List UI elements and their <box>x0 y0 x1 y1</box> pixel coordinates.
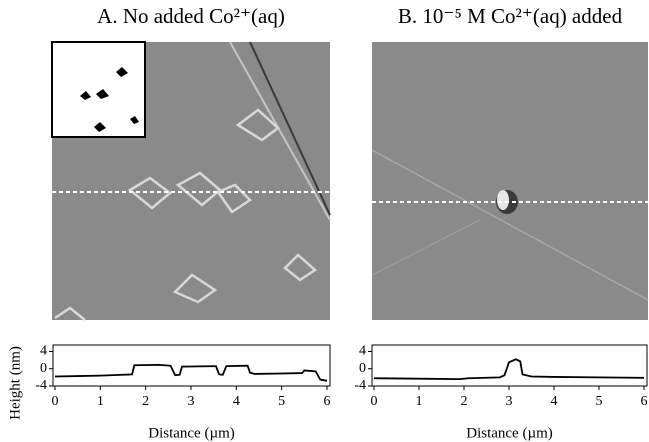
afm-image-b <box>371 42 649 320</box>
x-axis-label: Distance (µm) <box>466 425 553 441</box>
x-tick-label: 4 <box>551 394 558 409</box>
x-axis-label: Distance (µm) <box>148 425 235 441</box>
x-tick-label: 0 <box>371 394 378 409</box>
panel-title: A. No added Co²⁺(aq) <box>97 4 285 28</box>
plot-frame <box>52 344 331 387</box>
y-tick-label: 0 <box>40 361 47 376</box>
y-tick-label: -4 <box>35 378 47 393</box>
x-tick-label: 5 <box>596 394 603 409</box>
x-tick-label: 2 <box>142 394 149 409</box>
x-tick-label: 6 <box>324 394 331 409</box>
x-tick-label: 6 <box>641 394 648 409</box>
y-tick-label: -4 <box>354 378 366 393</box>
profile-line <box>54 363 328 382</box>
x-tick-label: 1 <box>416 394 423 409</box>
x-tick-label: 5 <box>278 394 285 409</box>
panel-title: B. 10⁻⁵ M Co²⁺(aq) added <box>398 4 623 28</box>
x-tick-label: 4 <box>233 394 240 409</box>
y-tick-label: 4 <box>40 344 47 359</box>
x-tick-label: 3 <box>506 394 513 409</box>
profile-line <box>373 358 645 380</box>
x-tick-label: 2 <box>461 394 468 409</box>
x-tick-label: 1 <box>97 394 104 409</box>
afm-image-a <box>51 41 331 321</box>
plot-frame <box>371 344 648 387</box>
y-tick-label: 0 <box>359 361 366 376</box>
x-tick-label: 0 <box>52 394 59 409</box>
y-tick-label: 4 <box>359 344 366 359</box>
y-axis-label: Height (nm) <box>7 346 23 420</box>
x-tick-label: 3 <box>188 394 195 409</box>
